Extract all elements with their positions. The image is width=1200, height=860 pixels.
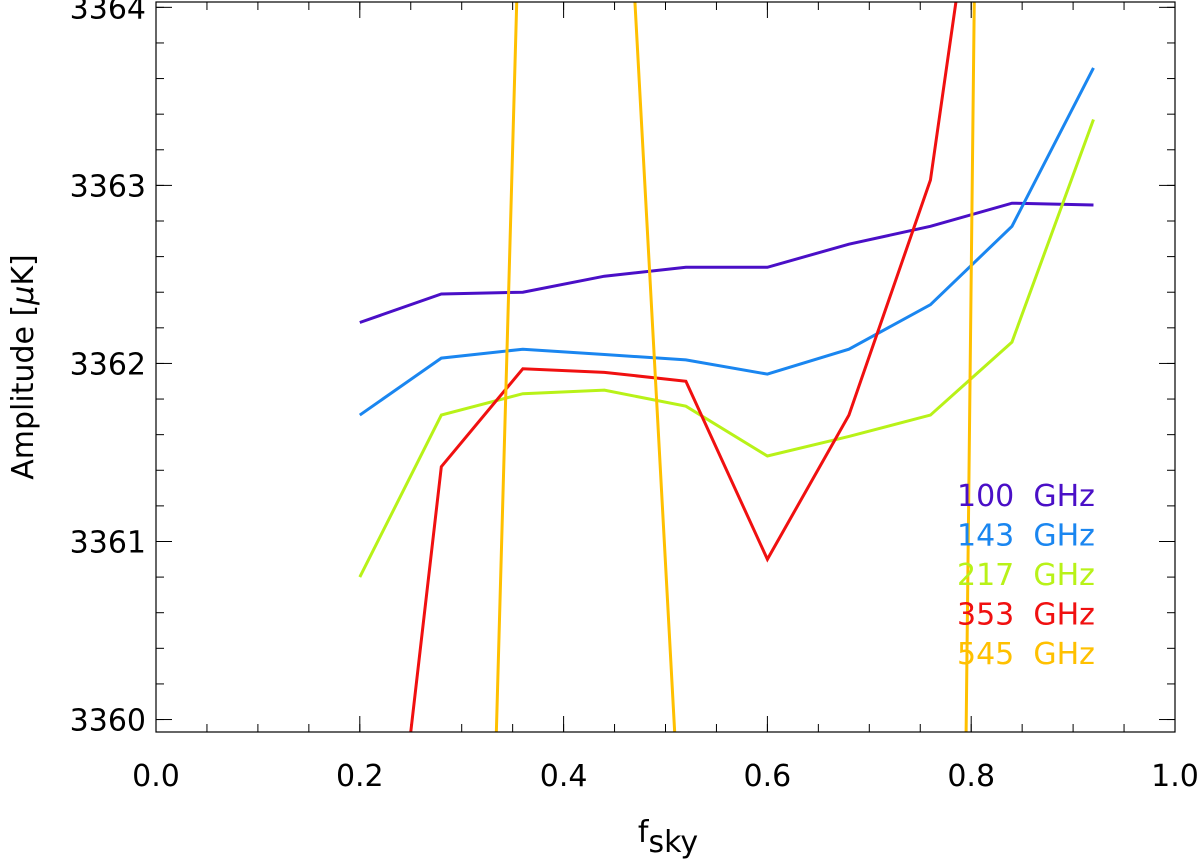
series-line (409, 2, 958, 732)
legend-entry: 143 GHz (957, 519, 1095, 554)
y-tick-label: 3361 (70, 525, 146, 560)
y-axis-title-open-bracket: [ (6, 305, 41, 317)
x-tick-labels: 0.0 0.2 0.4 0.6 0.8 1.0 (132, 759, 1199, 794)
legend-entry: 100 GHz (957, 479, 1095, 514)
x-tick-label: 0.2 (336, 759, 384, 794)
y-tick-label: 3362 (70, 347, 146, 382)
x-axis-title-sub: sky (648, 825, 698, 860)
legend-entry: 545 GHz (957, 637, 1095, 672)
series-line (494, 2, 976, 732)
x-axis-title-main: f (638, 815, 650, 850)
series-line (358, 67, 1095, 417)
y-axis-title-unit: K (6, 265, 41, 286)
x-axis-title: fsky (638, 815, 698, 860)
x-tick-label: 0.0 (132, 759, 180, 794)
y-tick-label: 3360 (70, 704, 146, 739)
y-axis-title-mu: μ (6, 286, 41, 306)
y-axis-title: Amplitude [μK] (6, 254, 41, 480)
series-line (359, 201, 1094, 324)
y-tick-label: 3363 (70, 169, 146, 204)
x-tick-label: 0.8 (947, 759, 995, 794)
plot-frame (155, 1, 1176, 733)
y-tick-labels: 3360 3361 3362 3363 3364 (70, 0, 146, 739)
y-axis-title-close-bracket: ] (6, 254, 41, 266)
y-tick-label: 3364 (70, 0, 146, 26)
legend: 100 GHz 143 GHz 217 GHz 353 GHz 545 GHz (957, 479, 1095, 672)
legend-entry: 353 GHz (957, 598, 1095, 633)
y-axis-title-main: Amplitude (6, 316, 41, 479)
x-tick-label: 1.0 (1151, 759, 1199, 794)
x-tick-label: 0.6 (744, 759, 792, 794)
x-tick-label: 0.4 (540, 759, 588, 794)
series-layer (358, 2, 1095, 732)
legend-entry: 217 GHz (957, 558, 1095, 593)
